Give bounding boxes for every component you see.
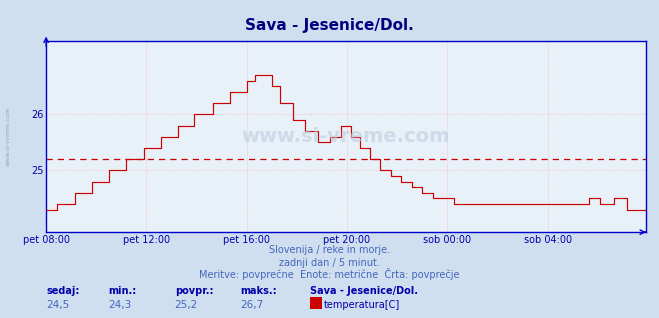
Text: povpr.:: povpr.: xyxy=(175,286,213,296)
Text: sedaj:: sedaj: xyxy=(46,286,80,296)
Text: temperatura[C]: temperatura[C] xyxy=(324,300,401,310)
Text: 26,7: 26,7 xyxy=(241,300,264,310)
Text: zadnji dan / 5 minut.: zadnji dan / 5 minut. xyxy=(279,258,380,267)
Text: Sava - Jesenice/Dol.: Sava - Jesenice/Dol. xyxy=(245,18,414,33)
Text: Sava - Jesenice/Dol.: Sava - Jesenice/Dol. xyxy=(310,286,418,296)
Text: 24,3: 24,3 xyxy=(109,300,132,310)
Text: Slovenija / reke in morje.: Slovenija / reke in morje. xyxy=(269,245,390,255)
Text: Meritve: povprečne  Enote: metrične  Črta: povprečje: Meritve: povprečne Enote: metrične Črta:… xyxy=(199,268,460,280)
Text: www.si-vreme.com: www.si-vreme.com xyxy=(5,107,11,167)
Text: www.si-vreme.com: www.si-vreme.com xyxy=(242,127,450,146)
Text: maks.:: maks.: xyxy=(241,286,277,296)
Text: 25,2: 25,2 xyxy=(175,300,198,310)
Text: min.:: min.: xyxy=(109,286,137,296)
Text: 24,5: 24,5 xyxy=(46,300,69,310)
